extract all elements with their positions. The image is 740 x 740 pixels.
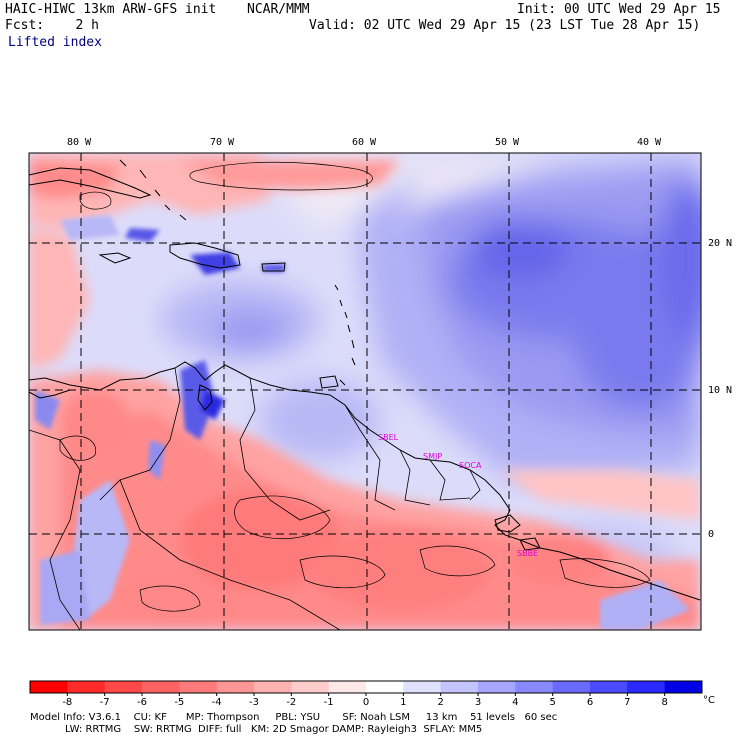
station-label: SMJP <box>423 452 442 461</box>
map-frame <box>28 152 702 631</box>
colorbar-swatch <box>67 681 106 693</box>
colorbar-label: 7 <box>624 697 630 708</box>
init-time: Init: 00 UTC Wed 29 Apr 15 <box>517 2 721 17</box>
station-label: SBEL <box>378 433 399 442</box>
lon-label-60w: 60 W <box>352 137 377 148</box>
colorbar-label: -3 <box>249 697 259 708</box>
colorbar-label: -1 <box>324 697 334 708</box>
country-borders <box>29 367 481 630</box>
contour-lines <box>59 161 651 612</box>
colorbar-swatch <box>478 681 516 693</box>
station-label: SBBE <box>517 549 538 558</box>
model-info-line1: Model Info: V3.6.1 CU: KF MP: Thompson P… <box>30 712 558 723</box>
lat-label-10n: 10 N <box>708 385 732 396</box>
colorbar-swatch <box>179 681 218 693</box>
colorbar-swatch <box>403 681 442 693</box>
colorbar-label: 4 <box>512 697 518 708</box>
colorbar-swatch <box>552 681 591 693</box>
forecast-hour: Fcst: 2 h <box>5 18 99 33</box>
colorbar-label: -4 <box>212 697 222 708</box>
colorbar-label: 0 <box>363 697 369 708</box>
colorbar-label: -7 <box>100 697 110 708</box>
colorbar-swatch <box>328 681 367 693</box>
colorbar-label: 5 <box>549 697 555 708</box>
lon-label-40w: 40 W <box>637 137 662 148</box>
coastlines <box>29 159 701 601</box>
colorbar-swatch <box>291 681 330 693</box>
field-name: Lifted index <box>8 35 102 50</box>
colorbar-label: -2 <box>286 697 296 708</box>
valid-time: Valid: 02 UTC Wed 29 Apr 15 (23 LST Tue … <box>309 18 701 33</box>
colorbar-swatch <box>142 681 180 693</box>
model-title: HAIC-HIWC 13km ARW-GFS init <box>5 2 217 17</box>
colorbar-swatch <box>30 681 68 693</box>
lon-label-80w: 80 W <box>67 137 92 148</box>
colorbar-swatch <box>104 681 143 693</box>
colorbar-label: 3 <box>475 697 481 708</box>
colorbar-label: 6 <box>587 697 593 708</box>
colorbar-swatch <box>366 681 404 693</box>
colorbar: -8 -7 -6 -5 -4 -3 -2 -1 0 1 2 3 4 5 6 7 8 °C <box>29 680 715 708</box>
colorbar-label: -6 <box>137 697 147 708</box>
colorbar-label: 2 <box>437 697 443 708</box>
lon-label-70w: 70 W <box>210 137 235 148</box>
colorbar-swatch <box>254 681 292 693</box>
colorbar-unit: °C <box>703 695 715 706</box>
model-info-line2: LW: RRTMG SW: RRTMG DIFF: full KM: 2D Sm… <box>30 724 483 735</box>
colorbar-label: 8 <box>661 697 667 708</box>
colorbar-label: -8 <box>62 697 72 708</box>
colorbar-swatch <box>216 681 255 693</box>
graticule <box>29 153 701 630</box>
colorbar-swatch <box>515 681 554 693</box>
lat-label-equator: 0 <box>708 529 714 540</box>
colorbar-swatch <box>627 681 666 693</box>
lon-label-50w: 50 W <box>495 137 520 148</box>
colorbar-swatch <box>664 681 703 693</box>
colorbar-label: 1 <box>400 697 406 708</box>
lat-label-20n: 20 N <box>708 238 732 249</box>
colorbar-label: -5 <box>174 697 184 708</box>
colorbar-swatch <box>590 681 628 693</box>
station-label: SOCA <box>459 461 482 470</box>
lifted-index-field <box>29 153 701 630</box>
colorbar-swatch <box>440 681 479 693</box>
org-label: NCAR/MMM <box>247 2 310 17</box>
